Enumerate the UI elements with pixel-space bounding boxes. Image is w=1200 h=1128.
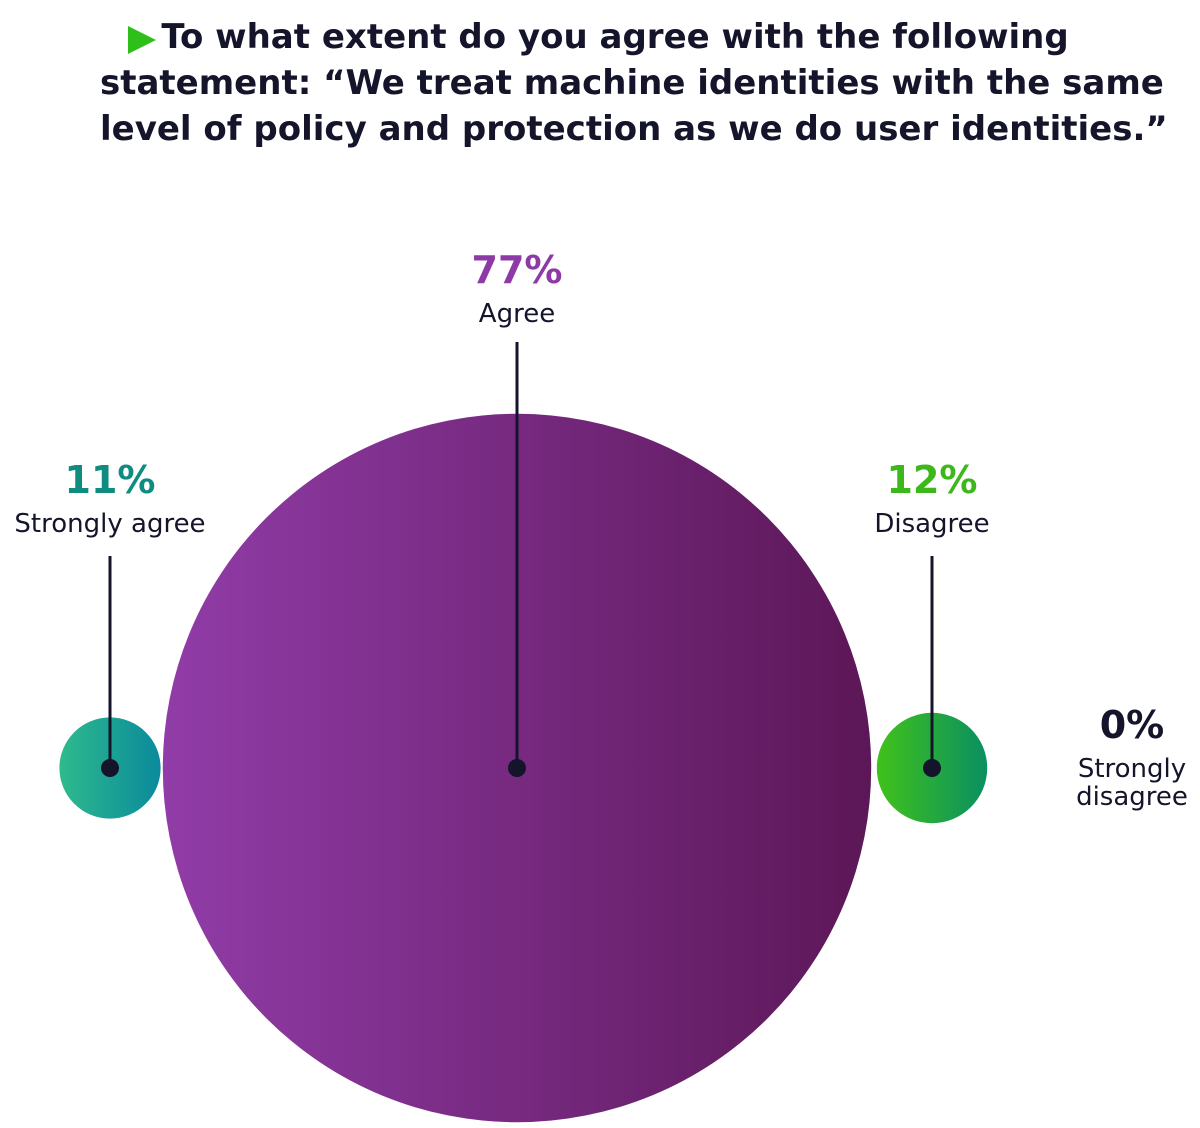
value-label: 12% — [886, 458, 978, 502]
title-line: level of policy and protection as we do … — [100, 109, 1168, 149]
leader-dot — [101, 759, 119, 777]
category-label: Strongly disagree — [1076, 754, 1188, 812]
title-line: statement: “We treat machine identities … — [100, 63, 1164, 103]
category-label: Disagree — [874, 509, 990, 539]
value-label: 11% — [64, 458, 156, 502]
chart-title: To what extent do you agree with the fol… — [100, 14, 1168, 152]
leader-dot — [508, 759, 526, 777]
category-label: Agree — [478, 299, 556, 329]
value-label: 77% — [471, 248, 563, 292]
category-label: Strongly agree — [14, 509, 206, 539]
leader-dot — [923, 759, 941, 777]
title-line: To what extent do you agree with the fol… — [161, 17, 1069, 57]
value-label: 0% — [1099, 703, 1165, 747]
title-icon — [128, 26, 156, 54]
